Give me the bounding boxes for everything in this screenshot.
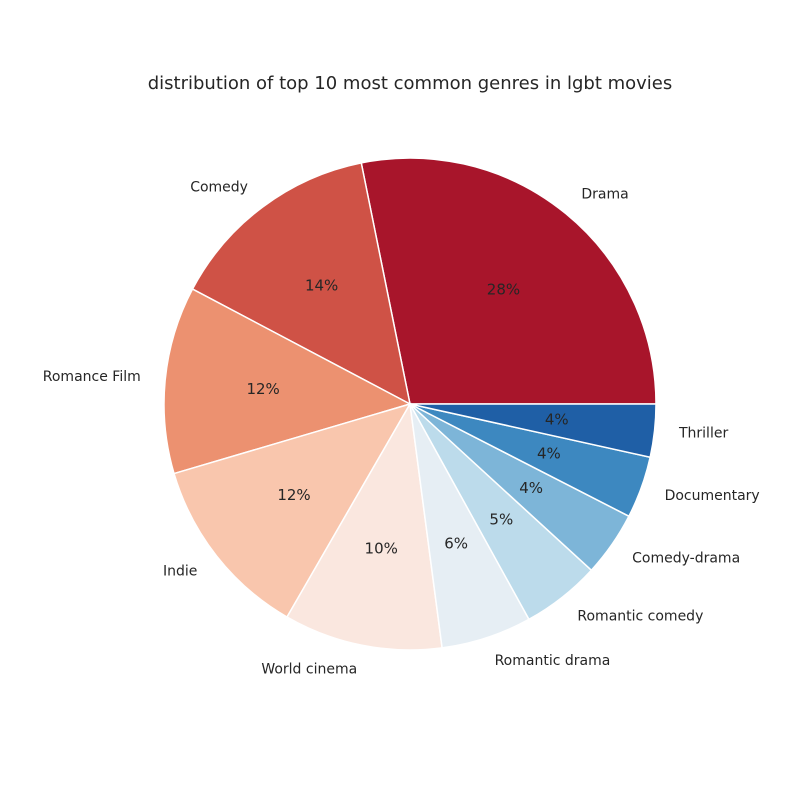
slice-percent-label: 12% [246, 380, 279, 398]
pie-slice-world-cinema [285, 401, 443, 651]
slice-label: Indie [163, 563, 197, 579]
pie-slice-comedy [191, 161, 412, 406]
slice-label: Romantic drama [495, 653, 611, 669]
pie-slice-drama [360, 157, 657, 405]
slice-labels: Drama Comedy Romance Film Indie World cinema… [43, 179, 760, 677]
slice-label: Documentary [665, 488, 760, 504]
slice-percent-label: 12% [277, 486, 310, 504]
chart-title: distribution of top 10 most common genre… [148, 73, 673, 94]
slice-percent-label: 4% [519, 479, 543, 497]
slice-label: Romance Film [43, 369, 141, 385]
slice-label: Romantic comedy [577, 609, 703, 625]
slice-label: Thriller [678, 425, 728, 441]
slice-percent-label: 14% [305, 276, 338, 294]
pie-slice-romance-film [163, 288, 412, 475]
pie-slices [163, 157, 657, 651]
slice-label: Drama [581, 187, 628, 203]
slice-percent-label: 4% [545, 411, 569, 429]
slice-percent-label: 10% [365, 539, 398, 557]
slice-label: Comedy-drama [632, 551, 740, 567]
slice-percent-label: 6% [444, 535, 468, 553]
percent-labels: 28% 14% 12% 12% 10% 6% 5% 4% 4% 4% [246, 276, 568, 557]
slice-percent-label: 4% [537, 445, 561, 463]
pie-slice-thriller [409, 403, 657, 459]
slice-percent-label: 28% [487, 280, 520, 298]
slice-label: Comedy [190, 179, 248, 195]
slice-label: World cinema [261, 661, 357, 677]
pie-slice-indie [173, 402, 412, 619]
slice-percent-label: 5% [489, 510, 513, 528]
